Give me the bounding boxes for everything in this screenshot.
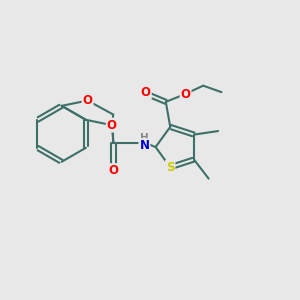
Text: O: O [109, 164, 118, 177]
Text: O: O [141, 85, 151, 99]
Text: O: O [107, 118, 117, 132]
Text: H: H [140, 133, 149, 143]
Text: N: N [140, 139, 149, 152]
Text: O: O [181, 88, 190, 101]
Text: O: O [82, 94, 93, 107]
Text: S: S [166, 161, 175, 174]
